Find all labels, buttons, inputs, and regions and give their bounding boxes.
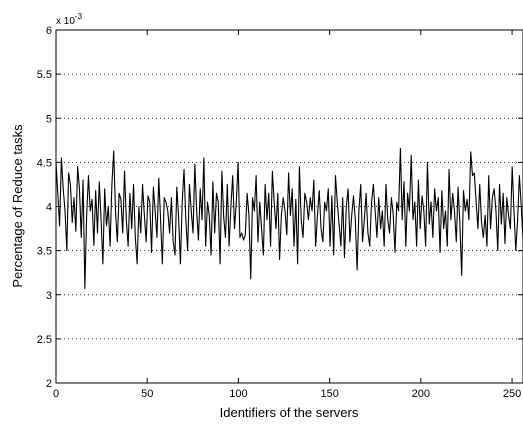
y-exponent-power: -3 <box>75 12 83 21</box>
series-line <box>55 147 523 290</box>
x-tick-label: 0 <box>53 388 59 400</box>
x-tick-label: 100 <box>229 388 247 400</box>
y-tick-label: 6 <box>46 25 52 37</box>
x-tick-label: 200 <box>412 388 430 400</box>
y-exponent-label: x 10-3 <box>56 12 83 27</box>
y-tick-label: 4 <box>46 202 52 214</box>
y-tick-label: 5.5 <box>37 69 52 81</box>
y-axis-title: Percentage of Reduce tasks <box>10 124 25 288</box>
y-tick-label: 4.5 <box>37 157 52 169</box>
x-tick-label: 50 <box>141 388 153 400</box>
x-axis-ticks: 0 50 100 150 200 250 <box>53 30 521 400</box>
y-axis-ticks: 2 2.5 3 3.5 4 4.5 5 5.5 6 <box>37 25 523 390</box>
y-tick-label: 3 <box>46 290 52 302</box>
y-tick-label: 5 <box>46 113 52 125</box>
y-tick-label: 2.5 <box>37 334 52 346</box>
x-tick-label: 250 <box>503 388 521 400</box>
y-tick-label: 2 <box>46 378 52 390</box>
x-axis-title: Identifiers of the servers <box>220 405 359 420</box>
x-tick-label: 150 <box>320 388 338 400</box>
y-tick-label: 3.5 <box>37 246 52 258</box>
